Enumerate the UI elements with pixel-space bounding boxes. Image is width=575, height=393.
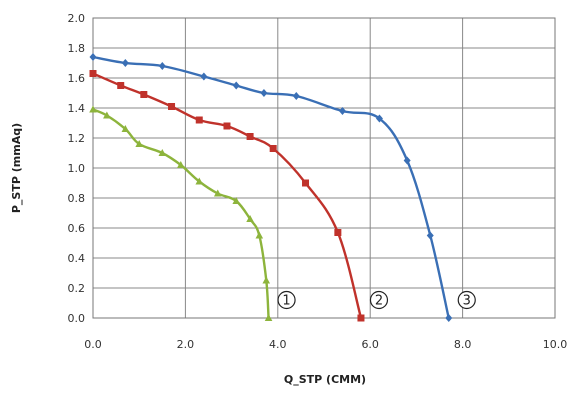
y-tick-label: 1.6 — [68, 72, 86, 85]
series-3-point — [403, 156, 411, 165]
series-3-point — [338, 107, 346, 115]
series-2-point — [246, 133, 254, 140]
series-2-point — [302, 179, 310, 187]
y-tick-label: 1.4 — [68, 102, 86, 115]
series-2-point — [168, 103, 176, 110]
y-tick-label: 0.4 — [68, 252, 86, 265]
series-2-point — [195, 116, 203, 124]
series-2-point — [117, 82, 125, 89]
series-line-1 — [91, 108, 270, 320]
series-1-point — [158, 149, 167, 156]
curve-label-2: 2 — [375, 294, 383, 309]
x-tick-label: 4.0 — [269, 338, 287, 351]
y-tick-label: 0.6 — [68, 222, 86, 235]
series-3-point — [232, 81, 240, 90]
series-1-point — [135, 140, 143, 147]
series-1-point — [232, 197, 241, 204]
y-tick-label: 1.8 — [68, 42, 86, 55]
series-1-point — [89, 105, 97, 113]
series-1-point — [255, 231, 264, 239]
y-tick-label: 1.0 — [68, 162, 86, 175]
series-3-point — [375, 114, 383, 123]
series-1-point — [264, 314, 273, 321]
y-axis-title: P_STP (mmAq) — [10, 123, 23, 213]
series-1-point — [246, 215, 254, 222]
y-tick-label: 1.2 — [68, 132, 86, 145]
series-3-point — [292, 92, 300, 100]
y-tick-label: 0.8 — [68, 192, 86, 205]
series-3-point — [158, 62, 166, 70]
series-3-point — [121, 59, 129, 67]
plot-frame — [92, 17, 556, 319]
series-1-point — [262, 276, 271, 284]
y-tick-label: 2.0 — [68, 12, 86, 25]
series-3-point — [200, 72, 208, 81]
series-3-point — [89, 53, 97, 61]
curve-label-circle-2 — [369, 290, 389, 310]
series-2-point — [357, 314, 365, 322]
curve-label-layer: 1 2 3 — [277, 290, 476, 310]
series-1-point — [195, 177, 204, 185]
series-3-point — [260, 89, 268, 97]
series-1-point — [103, 111, 111, 119]
series-2-point — [223, 122, 231, 130]
series-2-point — [334, 229, 342, 236]
series-2-point — [140, 91, 148, 98]
series-1-point — [176, 161, 185, 168]
series-2-point — [269, 145, 277, 152]
x-tick-label: 6.0 — [361, 338, 379, 351]
x-tick-label: 8.0 — [454, 338, 472, 351]
series-2-point — [89, 70, 97, 77]
curve-label-circle-3 — [457, 290, 476, 310]
x-tick-label: 0.0 — [84, 338, 102, 351]
x-axis-title: Q_STP (CMM) — [284, 373, 366, 386]
curve-label-circle-1 — [277, 290, 296, 310]
curve-label-1: 1 — [282, 294, 290, 309]
series-3-point — [445, 314, 453, 322]
series-1-point — [121, 125, 130, 132]
tick-layer: 0.0 0.2 0.4 0.6 0.8 1.0 1.2 1.4 1.6 1.8 2.0 0.0 2.0 4… — [68, 12, 568, 351]
curve-label-3: 3 — [463, 294, 471, 309]
x-tick-label: 2.0 — [177, 338, 195, 351]
series-1-point — [213, 189, 222, 197]
x-tick-label: 10.0 — [543, 338, 568, 351]
y-tick-label: 0.0 — [68, 312, 86, 325]
series-3-point — [426, 231, 434, 240]
series-layer — [89, 53, 453, 322]
y-tick-label: 0.2 — [68, 282, 86, 295]
